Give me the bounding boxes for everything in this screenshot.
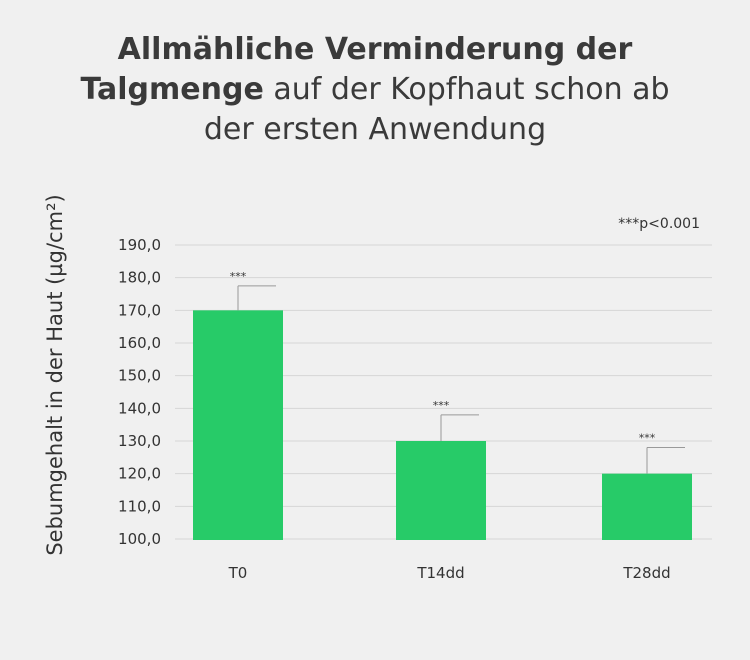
y-tick-label: 190,0 [118,236,161,254]
y-tick-label: 150,0 [118,367,161,385]
p-value-note: ***p<0.001 [618,216,700,232]
bar [602,473,692,540]
title-line-3: der ersten Anwendung [203,112,547,147]
y-axis-label: Sebumgehalt in der Haut (µg/cm²) [43,194,67,555]
y-tick-label: 130,0 [118,432,161,450]
y-tick-label: 180,0 [118,269,161,287]
title-line-2-rest: auf der Kopfhaut schon ab [263,72,670,107]
x-tick-label: T14dd [416,564,464,582]
title-line-1: Allmähliche Verminderung der [117,32,633,67]
y-tick-label: 120,0 [118,465,161,483]
y-tick-label: 140,0 [118,399,161,417]
title-line-2-bold: Talgmenge [80,72,264,107]
significance-label: *** [433,399,450,412]
error-bars [237,285,685,474]
significance-label: *** [230,270,247,283]
y-tick-label: 160,0 [118,334,161,352]
y-tick-label: 110,0 [118,497,161,515]
x-tick-label: T0 [228,564,248,582]
significance-label: *** [639,432,656,445]
chart-title: Allmähliche Verminderung der Talgmenge a… [0,30,750,150]
bars [193,310,692,540]
significance-labels: *** *** *** [230,270,656,445]
bar [396,441,486,540]
bar [193,310,283,540]
y-tick-label: 170,0 [118,301,161,319]
x-tick-labels: T0 T14dd T28dd [228,564,671,582]
y-tick-label: 100,0 [118,530,161,548]
x-tick-label: T28dd [622,564,670,582]
y-tick-labels: 190,0 180,0 170,0 160,0 150,0 140,0 130,0 120,0… [118,236,161,548]
